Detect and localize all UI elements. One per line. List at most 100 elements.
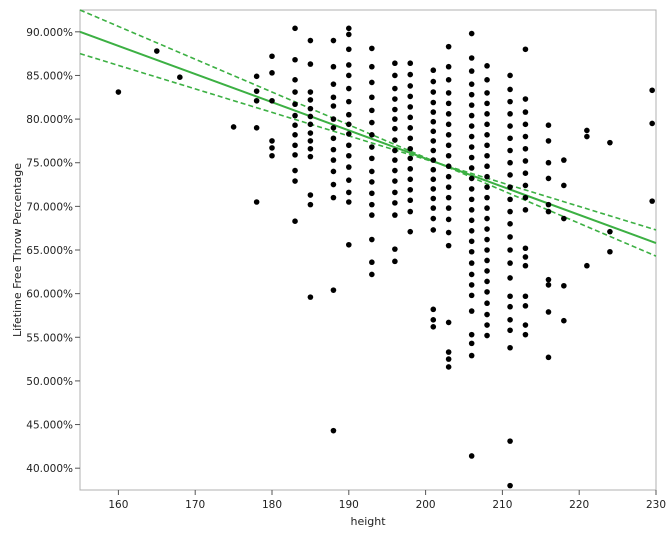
data-point bbox=[468, 217, 475, 224]
data-point bbox=[430, 166, 437, 173]
data-point bbox=[507, 196, 513, 203]
data-point bbox=[445, 132, 452, 138]
data-point bbox=[445, 142, 452, 149]
data-point bbox=[330, 194, 337, 201]
data-point bbox=[468, 282, 475, 288]
data-point bbox=[407, 60, 414, 67]
data-point bbox=[522, 254, 529, 260]
data-point bbox=[468, 238, 475, 245]
data-point bbox=[545, 354, 552, 361]
data-point bbox=[269, 138, 275, 144]
data-point bbox=[392, 147, 398, 154]
data-point bbox=[445, 364, 452, 370]
data-point bbox=[545, 276, 552, 283]
data-point bbox=[507, 72, 513, 79]
data-point bbox=[407, 93, 414, 100]
data-point bbox=[468, 453, 475, 459]
data-point bbox=[468, 352, 475, 359]
data-point bbox=[545, 208, 552, 215]
data-point bbox=[253, 199, 260, 205]
data-point bbox=[307, 97, 314, 103]
data-point bbox=[430, 147, 437, 154]
data-point bbox=[407, 166, 414, 172]
data-point bbox=[445, 205, 452, 211]
data-point bbox=[330, 135, 337, 142]
data-point bbox=[269, 70, 275, 76]
data-point bbox=[346, 31, 352, 38]
y-tick-label: 45.000% bbox=[26, 420, 73, 432]
y-tick-label: 85.000% bbox=[26, 70, 73, 82]
data-point bbox=[507, 438, 513, 444]
data-point bbox=[545, 201, 552, 208]
data-point bbox=[292, 89, 298, 95]
data-point bbox=[468, 260, 475, 266]
data-point bbox=[468, 91, 475, 98]
data-point bbox=[522, 194, 529, 201]
data-point bbox=[468, 308, 475, 314]
data-point bbox=[522, 133, 529, 140]
data-point bbox=[292, 25, 298, 32]
data-point bbox=[292, 218, 298, 224]
data-point bbox=[507, 172, 513, 178]
data-point bbox=[330, 287, 337, 293]
y-tick-label: 80.000% bbox=[26, 114, 73, 126]
y-tick-label: 65.000% bbox=[26, 245, 73, 257]
data-point bbox=[484, 268, 490, 274]
data-point bbox=[468, 228, 475, 234]
data-point bbox=[507, 86, 513, 93]
data-point bbox=[292, 101, 298, 108]
data-point bbox=[330, 116, 337, 122]
data-point bbox=[269, 97, 275, 104]
data-point bbox=[307, 130, 314, 136]
data-point bbox=[445, 229, 452, 236]
data-point bbox=[307, 138, 314, 144]
data-point bbox=[330, 94, 337, 101]
x-tick-label: 220 bbox=[569, 499, 589, 511]
data-point bbox=[468, 175, 475, 182]
data-point bbox=[292, 152, 298, 158]
data-point bbox=[392, 157, 398, 163]
y-tick-label: 90.000% bbox=[26, 27, 73, 39]
data-point bbox=[407, 228, 414, 235]
data-point bbox=[507, 303, 513, 310]
data-point bbox=[392, 137, 398, 143]
data-point bbox=[369, 236, 375, 243]
data-point bbox=[330, 37, 337, 44]
data-point bbox=[269, 145, 275, 151]
data-point bbox=[484, 322, 490, 328]
data-point bbox=[292, 77, 298, 83]
data-point bbox=[330, 63, 337, 70]
data-point bbox=[430, 99, 437, 106]
data-point bbox=[468, 165, 475, 171]
data-point bbox=[507, 260, 513, 266]
regression-lines bbox=[79, 9, 657, 257]
data-point bbox=[430, 215, 437, 222]
data-point bbox=[507, 111, 513, 117]
data-point bbox=[507, 159, 513, 166]
data-point bbox=[468, 196, 475, 203]
x-axis-label: height bbox=[350, 515, 386, 528]
data-point bbox=[584, 262, 590, 269]
data-point bbox=[484, 194, 490, 201]
data-point bbox=[346, 25, 352, 32]
data-point bbox=[522, 170, 529, 176]
x-tick-label: 200 bbox=[416, 499, 436, 511]
data-point bbox=[392, 200, 398, 206]
data-point bbox=[468, 186, 475, 192]
y-tick-label: 75.000% bbox=[26, 158, 73, 170]
data-point bbox=[369, 190, 375, 197]
fit-line bbox=[79, 30, 657, 244]
confidence-band-line bbox=[79, 9, 657, 257]
data-point bbox=[407, 83, 414, 89]
data-point bbox=[445, 173, 452, 180]
data-point bbox=[369, 144, 375, 150]
data-point bbox=[369, 201, 375, 208]
data-point bbox=[522, 145, 529, 152]
data-point bbox=[445, 111, 452, 117]
data-point bbox=[346, 98, 352, 105]
data-point bbox=[430, 317, 437, 323]
data-point bbox=[507, 482, 513, 489]
data-point bbox=[484, 173, 490, 180]
data-point bbox=[507, 317, 513, 323]
